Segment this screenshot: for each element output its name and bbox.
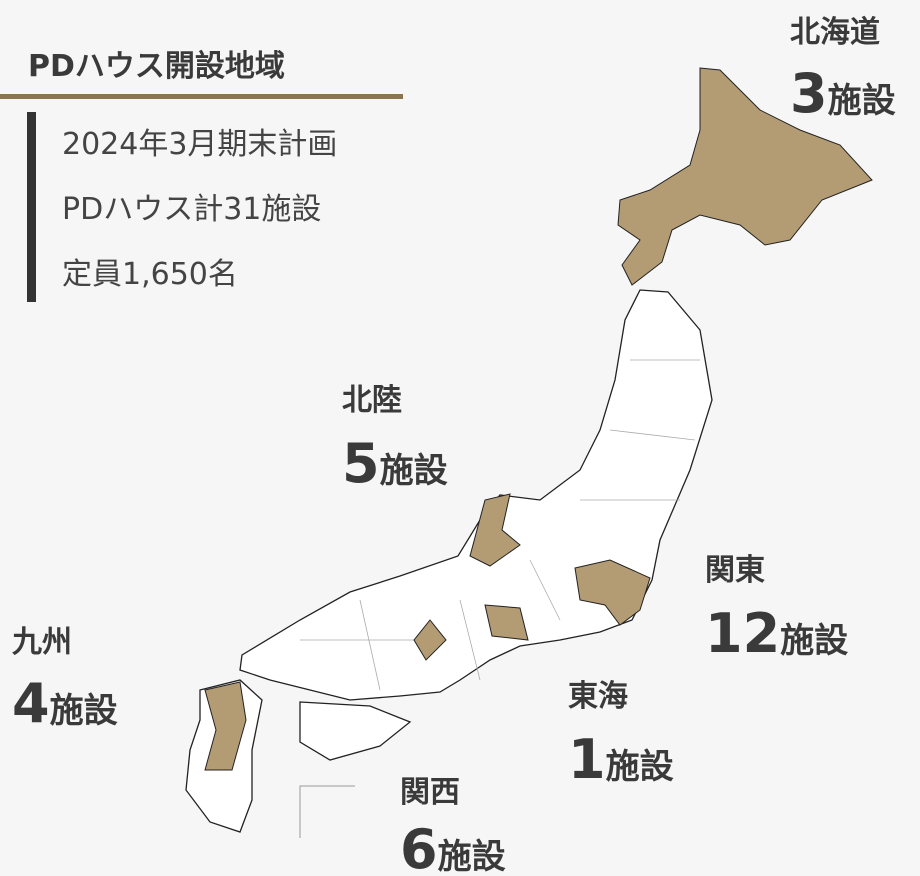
count-number: 1 (568, 728, 606, 791)
count-unit: 施設 (828, 81, 896, 121)
count-number: 4 (12, 672, 50, 735)
count-number: 5 (342, 432, 380, 495)
title: PDハウス開設地域 (28, 49, 285, 84)
region-count: 6施設 (400, 818, 506, 876)
count-number: 6 (400, 818, 438, 876)
region-name: 北陸 (342, 383, 402, 418)
count-number: 3 (790, 62, 828, 125)
kyushu-area (204, 681, 247, 771)
title-underline (0, 94, 403, 99)
summary-line: PDハウス計31施設 (62, 192, 321, 227)
kanto-area (574, 559, 651, 626)
count-number: 12 (705, 602, 780, 665)
region-count: 12施設 (705, 602, 848, 665)
count-unit: 施設 (438, 837, 506, 876)
prefecture-border (529, 559, 561, 621)
shikoku (299, 701, 412, 761)
count-unit: 施設 (606, 747, 674, 787)
prefecture-border (609, 429, 696, 441)
region-name: 九州 (12, 625, 72, 660)
summary-line: 2024年3月期末計画 (62, 127, 337, 162)
hokuriku-area (469, 493, 521, 567)
region-count: 4施設 (12, 672, 118, 735)
count-unit: 施設 (780, 621, 848, 661)
japan-map (185, 67, 873, 838)
tokai-area (484, 604, 529, 641)
prefecture-border (359, 599, 381, 691)
summary-bar (27, 112, 36, 302)
kansai-area (413, 619, 447, 661)
region-count: 1施設 (568, 728, 674, 791)
region-count: 3施設 (790, 62, 896, 125)
region-name: 北海道 (790, 15, 880, 50)
region-name: 東海 (568, 679, 628, 714)
count-unit: 施設 (50, 691, 118, 731)
summary-line: 定員1,650名 (62, 257, 238, 292)
prefecture-border (459, 599, 481, 681)
region-count: 5施設 (342, 432, 448, 495)
count-unit: 施設 (380, 451, 448, 491)
inset-frame (299, 785, 355, 838)
region-name: 関東 (705, 553, 765, 588)
region-name: 関西 (400, 775, 460, 810)
hokkaido (617, 67, 873, 286)
